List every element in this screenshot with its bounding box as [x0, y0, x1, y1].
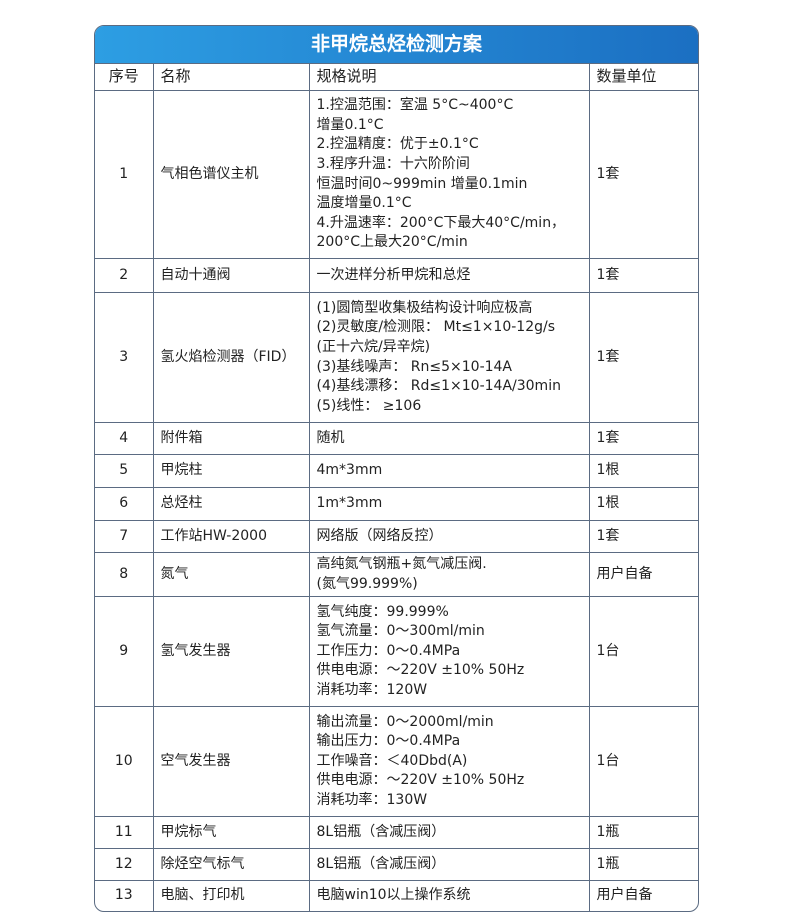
item-name: 附件箱: [152, 422, 310, 455]
item-spec: 网络版（网络反控）: [308, 520, 590, 553]
table-row: 7 工作站HW-2000 网络版（网络反控） 1套: [95, 520, 698, 553]
item-quantity: 1套: [588, 258, 698, 293]
table-row: 12 除烃空气标气 8L铝瓶（含减压阀） 1瓶: [95, 848, 698, 882]
item-spec: 1.控温范围：室温 5°C~400°C 增量0.1°C 2.控温精度：优于±0.…: [308, 90, 590, 259]
header-name: 名称: [152, 63, 310, 91]
table-row: 5 甲烷柱 4m*3mm 1根: [95, 454, 698, 488]
table-row: 9 氢气发生器 氢气纯度：99.999% 氢气流量：0～300ml/min 工作压力…: [95, 596, 698, 708]
table-row: 10 空气发生器 输出流量：0～2000ml/min 输出压力：0～0.4MPa 工…: [95, 706, 698, 818]
item-name: 气相色谱仪主机: [152, 90, 310, 259]
item-name: 除烃空气标气: [152, 848, 310, 882]
table-row: 8 氮气 高纯氮气钢瓶+氮气减压阀. (氮气99.999%) 用户自备: [95, 551, 698, 598]
item-quantity: 1根: [588, 487, 698, 521]
table-row: 13 电脑、打印机 电脑win10以上操作系统 用户自备: [95, 880, 698, 911]
item-name: 工作站HW-2000: [152, 520, 310, 553]
scheme-table: 序号 名称 规格说明 数量单位 1 气相色谱仪主机 1.控温范围：室温 5°C~40…: [95, 63, 698, 911]
table-row: 2 自动十通阀 一次进样分析甲烷和总烃 1套: [95, 258, 698, 293]
row-number: 13: [95, 880, 154, 911]
item-name: 总烃柱: [152, 487, 310, 521]
row-number: 7: [95, 520, 154, 553]
header-spec: 规格说明: [308, 63, 590, 91]
item-name: 氢气发生器: [152, 596, 310, 708]
header-row: 序号 名称 规格说明 数量单位: [95, 63, 698, 91]
item-name: 空气发生器: [152, 706, 310, 818]
row-number: 4: [95, 422, 154, 455]
item-name: 氮气: [152, 551, 310, 598]
header-qty: 数量单位: [588, 63, 698, 91]
item-spec: 4m*3mm: [308, 454, 590, 488]
item-name: 电脑、打印机: [152, 880, 310, 911]
item-quantity: 1套: [588, 292, 698, 423]
item-name: 氢火焰检测器（FID）: [152, 292, 310, 423]
row-number: 9: [95, 596, 154, 708]
item-spec: 1m*3mm: [308, 487, 590, 521]
item-spec: 8L铝瓶（含减压阀）: [308, 848, 590, 882]
row-number: 8: [95, 551, 154, 598]
item-name: 甲烷标气: [152, 816, 310, 850]
item-quantity: 1瓶: [588, 848, 698, 882]
item-spec: (1)圆筒型收集极结构设计响应极高 (2)灵敏度/检测限： Mt≤1×10-12…: [308, 292, 590, 423]
item-spec: 氢气纯度：99.999% 氢气流量：0～300ml/min 工作压力：0～0.4…: [308, 596, 590, 708]
scheme-table-card: 非甲烷总烃检测方案 序号 名称 规格说明 数量单位 1 气相色谱仪主机 1.控温范围…: [94, 25, 699, 912]
table-row: 3 氢火焰检测器（FID） (1)圆筒型收集极结构设计响应极高 (2)灵敏度/检测限…: [95, 292, 698, 423]
row-number: 11: [95, 816, 154, 850]
row-number: 3: [95, 292, 154, 423]
item-quantity: 1瓶: [588, 816, 698, 850]
item-spec: 8L铝瓶（含减压阀）: [308, 816, 590, 850]
row-number: 5: [95, 454, 154, 488]
item-quantity: 用户自备: [588, 551, 698, 598]
item-quantity: 1套: [588, 520, 698, 553]
table-row: 4 附件箱 随机 1套: [95, 422, 698, 455]
table-row: 1 气相色谱仪主机 1.控温范围：室温 5°C~400°C 增量0.1°C 2.控温…: [95, 90, 698, 259]
item-name: 甲烷柱: [152, 454, 310, 488]
table-title: 非甲烷总烃检测方案: [95, 26, 698, 63]
table-row: 6 总烃柱 1m*3mm 1根: [95, 487, 698, 521]
item-spec: 输出流量：0～2000ml/min 输出压力：0～0.4MPa 工作噪音：＜40…: [308, 706, 590, 818]
item-spec: 高纯氮气钢瓶+氮气减压阀. (氮气99.999%): [308, 551, 590, 598]
item-quantity: 1套: [588, 90, 698, 259]
row-number: 2: [95, 258, 154, 293]
item-name: 自动十通阀: [152, 258, 310, 293]
item-quantity: 1根: [588, 454, 698, 488]
table-row: 11 甲烷标气 8L铝瓶（含减压阀） 1瓶: [95, 816, 698, 850]
row-number: 6: [95, 487, 154, 521]
item-spec: 随机: [308, 422, 590, 455]
item-spec: 一次进样分析甲烷和总烃: [308, 258, 590, 293]
row-number: 12: [95, 848, 154, 882]
item-quantity: 1套: [588, 422, 698, 455]
item-quantity: 用户自备: [588, 880, 698, 911]
item-quantity: 1台: [588, 596, 698, 708]
row-number: 10: [95, 706, 154, 818]
row-number: 1: [95, 90, 154, 259]
item-quantity: 1台: [588, 706, 698, 818]
header-no: 序号: [95, 63, 154, 91]
item-spec: 电脑win10以上操作系统: [308, 880, 590, 911]
